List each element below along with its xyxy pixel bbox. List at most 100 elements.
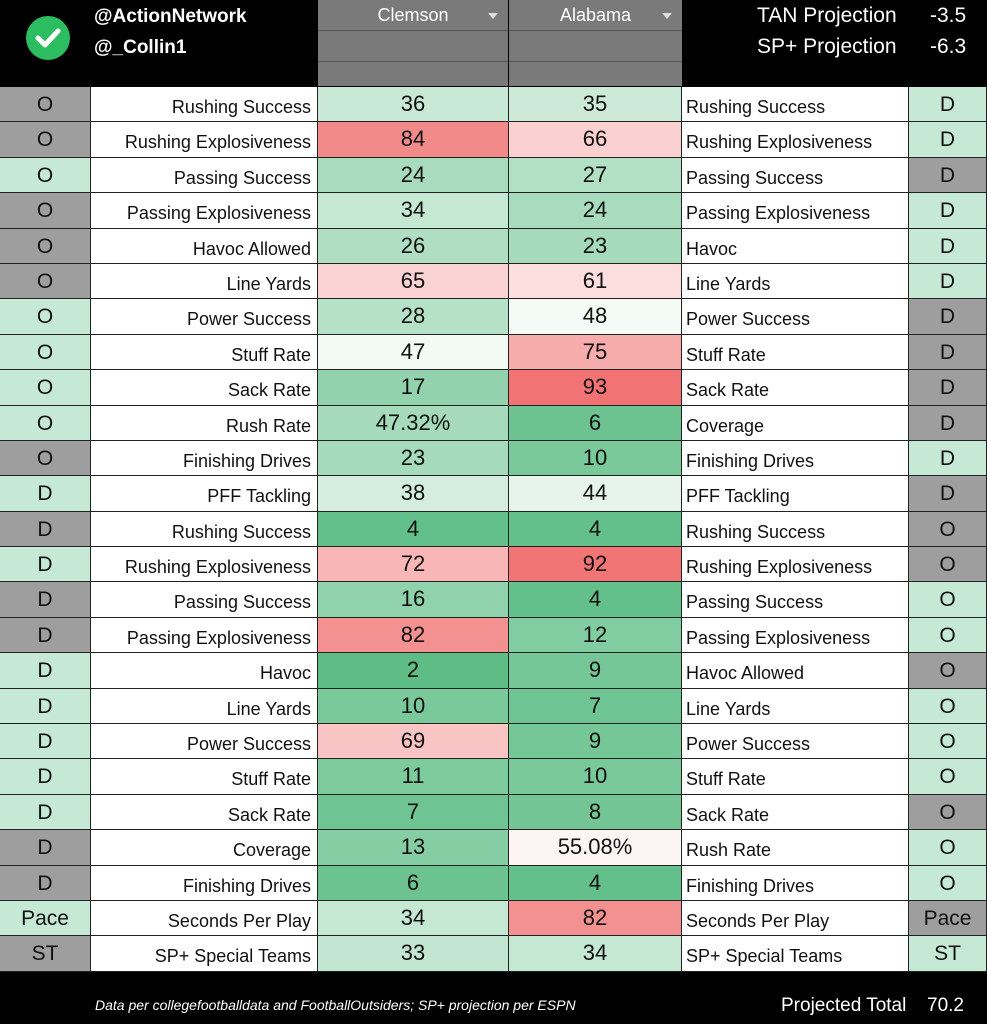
team-right-filter-2 [509,62,682,86]
team-right-filter-1 [509,31,682,61]
right-side-cell: Pace [909,900,987,936]
left-team-value: 34 [318,193,509,228]
left-team-value: 69 [318,724,509,759]
table-row: O Passing Explosiveness 34 24 Passing Explos… [0,193,987,229]
right-side-cell: D [909,228,987,263]
right-stat-label: Finishing Drives [682,865,909,900]
left-side-cell: D [0,688,91,724]
team-right-name: Alabama [559,5,632,25]
left-stat-label: Power Success [91,724,318,759]
right-team-value: 93 [509,370,682,405]
left-team-value: 72 [318,547,509,582]
sp-projection-label: SP+ Projection [757,35,897,58]
table-row: O Line Yards 65 61 Line Yards D [0,263,987,300]
left-side-cell: D [0,653,91,688]
table-row: ST SP+ Special Teams 33 34 SP+ Special Teams… [0,936,987,972]
left-stat-label: Havoc Allowed [91,228,318,263]
right-side-cell: D [909,157,987,193]
right-team-value: 6 [509,405,682,440]
header: @ActionNetwork @_Collin1 Clemson Alabama… [0,0,987,86]
left-team-value: 38 [318,476,509,511]
right-side-cell: D [909,193,987,228]
right-stat-label: Power Success [682,299,909,334]
right-side-cell: O [909,724,987,759]
right-stat-label: Rush Rate [682,830,909,865]
right-stat-label: Sack Rate [682,794,909,830]
right-side-cell: O [909,759,987,794]
right-team-value: 10 [509,440,682,476]
right-team-value: 4 [509,511,682,547]
left-side-cell: D [0,865,91,900]
right-side-cell: D [909,334,987,370]
left-side-cell: D [0,547,91,582]
right-team-value: 9 [509,653,682,688]
team-left-column: Clemson [318,0,508,86]
right-stat-label: Power Success [682,724,909,759]
left-stat-label: Passing Explosiveness [91,617,318,653]
right-stat-label: Finishing Drives [682,440,909,476]
right-team-value: 12 [509,617,682,653]
left-side-cell: O [0,405,91,440]
left-team-value: 6 [318,865,509,900]
table-row: D Power Success 69 9 Power Success O [0,724,987,760]
right-team-value: 61 [509,263,682,299]
left-stat-label: Rush Rate [91,405,318,440]
team-left-dropdown[interactable]: Clemson [318,0,508,30]
right-team-value: 24 [509,193,682,228]
right-stat-label: Stuff Rate [682,334,909,370]
tan-projection-value: -3.5 [930,4,967,27]
left-team-value: 36 [318,87,509,122]
left-team-value: 4 [318,511,509,547]
right-team-value: 8 [509,794,682,830]
checkmark-icon [26,16,70,60]
projected-total-label: Projected Total [781,995,907,1016]
right-stat-label: Rushing Success [682,87,909,122]
table-row: D Line Yards 10 7 Line Yards O [0,688,987,725]
table-row: D Sack Rate 7 8 Sack Rate O [0,794,987,831]
left-side-cell: O [0,440,91,476]
right-stat-label: Passing Explosiveness [682,617,909,653]
left-stat-label: Sack Rate [91,794,318,830]
left-team-value: 47.32% [318,405,509,440]
handle-collin: @_Collin1 [94,37,187,58]
left-stat-label: Power Success [91,299,318,334]
right-stat-label: Rushing Explosiveness [682,547,909,582]
left-team-value: 24 [318,157,509,193]
left-team-value: 11 [318,759,509,794]
left-stat-label: Passing Explosiveness [91,193,318,228]
right-team-value: 82 [509,900,682,936]
left-side-cell: D [0,617,91,653]
team-left-filter-2 [318,62,508,86]
left-stat-label: Rushing Explosiveness [91,547,318,582]
table-row: D Finishing Drives 6 4 Finishing Drives O [0,865,987,901]
left-side-cell: O [0,370,91,405]
left-side-cell: O [0,122,91,157]
right-stat-label: Havoc [682,228,909,263]
table-row: O Power Success 28 48 Power Success D [0,299,987,335]
tan-projection-label: TAN Projection [757,4,897,27]
left-stat-label: Line Yards [91,263,318,299]
left-side-cell: D [0,476,91,511]
right-side-cell: O [909,794,987,830]
right-stat-label: Seconds Per Play [682,900,909,936]
chevron-down-icon [662,13,672,19]
table-row: O Finishing Drives 23 10 Finishing Drives D [0,440,987,477]
sp-projection-value: -6.3 [930,35,967,58]
right-side-cell: O [909,830,987,865]
team-right-dropdown[interactable]: Alabama [509,0,682,30]
right-team-value: 7 [509,688,682,724]
left-stat-label: Finishing Drives [91,440,318,476]
right-stat-label: Passing Success [682,157,909,193]
right-side-cell: D [909,299,987,334]
right-side-cell: O [909,865,987,900]
right-stat-label: Rushing Success [682,511,909,547]
right-stat-label: Coverage [682,405,909,440]
data-source-note: Data per collegefootballdata and Footbal… [95,997,576,1013]
left-side-cell: O [0,263,91,299]
right-team-value: 55.08% [509,830,682,865]
left-team-value: 47 [318,334,509,370]
left-side-cell: O [0,193,91,228]
table-row: O Passing Success 24 27 Passing Success D [0,157,987,194]
team-right-column: Alabama [509,0,682,86]
left-side-cell: D [0,582,91,617]
